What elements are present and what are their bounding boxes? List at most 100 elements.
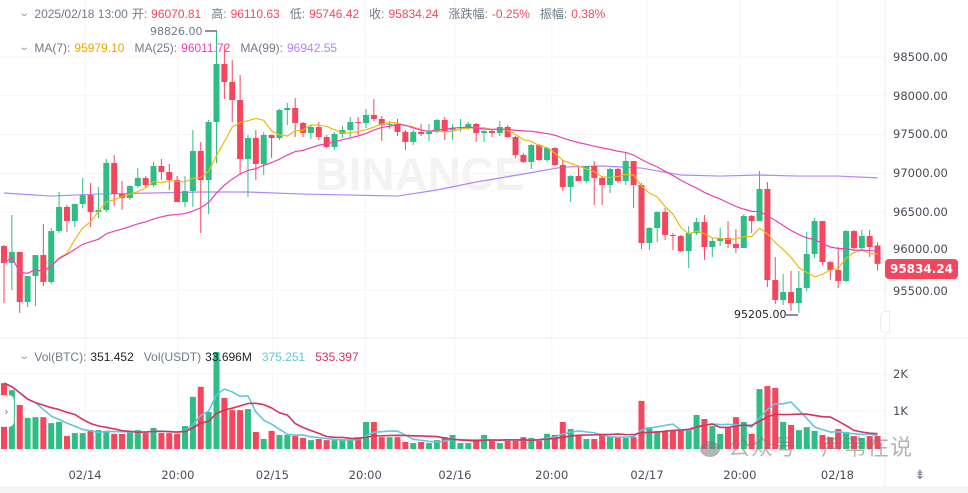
candle-body — [544, 148, 551, 160]
candle-body — [300, 122, 307, 133]
overlay-watermark-text: 公众号 · 芦苇在说 — [728, 436, 913, 461]
candle-body — [669, 235, 676, 237]
candle-body — [622, 160, 629, 182]
volume-bar — [103, 430, 110, 449]
candle-body — [418, 131, 425, 134]
volume-bar — [95, 430, 102, 449]
candle-body — [850, 231, 857, 249]
candle-body — [449, 128, 456, 131]
expand-chevron-button[interactable]: › — [0, 395, 14, 427]
candle-body — [795, 288, 802, 304]
volume-bar — [79, 433, 86, 449]
volume-bar — [16, 404, 23, 449]
side-tab[interactable] — [880, 311, 890, 333]
volume-bar — [284, 434, 291, 449]
volume-bar — [32, 417, 39, 449]
volume-bar — [87, 430, 94, 449]
candle-body — [402, 131, 409, 142]
volume-bar — [378, 437, 385, 449]
volume-bar — [575, 434, 582, 449]
volume-bar — [205, 412, 212, 449]
volume-bar — [410, 443, 417, 449]
candle-body — [16, 252, 23, 303]
volume-bar — [795, 430, 802, 449]
volume-bar — [630, 437, 637, 449]
candle-body — [260, 134, 267, 165]
chevron-down-icon[interactable]: ⌄ — [18, 42, 31, 53]
wechat-icon — [700, 441, 720, 457]
volume-bar — [197, 386, 204, 449]
volume-bar — [599, 433, 606, 449]
volume-bar — [213, 352, 220, 449]
bottom-strip — [0, 486, 968, 493]
volume-bar — [780, 421, 787, 449]
ma7-line — [3, 117, 878, 278]
low-label: 低: — [289, 7, 306, 21]
candle-body — [126, 186, 133, 198]
candle-body — [717, 238, 724, 241]
volume-bar — [606, 437, 613, 449]
time-tick: 20:00 — [535, 468, 569, 482]
change-label: 涨跌幅: — [448, 7, 488, 21]
low-annotation: 95205.00 — [734, 308, 787, 321]
volume-bar — [646, 427, 653, 449]
scroll-to-latest-button[interactable]: ⇟ — [912, 468, 928, 484]
candle-body — [370, 114, 377, 120]
ma-legend: ⌄ MA(7): 95979.10 MA(25): 96011.72 MA(99… — [18, 41, 347, 55]
volume-bar — [237, 410, 244, 449]
binance-watermark: BINANCE — [315, 148, 525, 200]
volume-bar — [457, 443, 464, 449]
candle-body — [638, 185, 645, 244]
volume-bar — [394, 437, 401, 449]
volume-bar — [709, 426, 716, 449]
candle-body — [732, 244, 739, 249]
volume-bar — [347, 440, 354, 449]
candle-body — [355, 122, 362, 124]
candle-body — [740, 216, 747, 249]
volume-bar — [418, 441, 425, 449]
chevron-down-icon[interactable]: ⌄ — [18, 8, 31, 19]
candle-body — [394, 123, 401, 132]
candle-body — [189, 150, 196, 192]
candle-body — [331, 133, 338, 148]
candle-body — [504, 126, 511, 138]
candle-body — [858, 236, 865, 249]
candle-body — [433, 120, 440, 132]
candle-body — [134, 177, 141, 187]
open-value: 96070.81 — [151, 7, 202, 21]
ma7-label: MA(7): — [34, 41, 71, 55]
volume-bar — [315, 439, 322, 449]
candle-body — [646, 228, 653, 244]
volume-bar — [701, 419, 708, 449]
volume-ma-lines — [3, 382, 878, 443]
volume-bar — [221, 397, 228, 449]
volume-bar — [732, 417, 739, 449]
candle-body — [599, 177, 606, 186]
volume-bar — [662, 430, 669, 449]
volume-bar — [512, 440, 519, 449]
volume-bar — [111, 433, 118, 449]
volume-bar — [654, 430, 661, 449]
chevron-down-icon[interactable]: ⌄ — [18, 351, 31, 362]
low-value: 95746.42 — [309, 7, 360, 21]
volume-bar — [481, 434, 488, 449]
candle-body — [874, 245, 881, 264]
candle-body — [677, 236, 684, 251]
volume-bar — [725, 427, 732, 449]
ma25-value: 96011.72 — [181, 41, 231, 55]
candle-body — [551, 148, 558, 166]
candle-body — [780, 292, 787, 301]
volume-bar — [748, 433, 755, 449]
volume-bar — [355, 437, 362, 449]
candle-body — [363, 114, 370, 123]
vol-usdt-label: Vol(USDT) — [143, 350, 202, 364]
time-tick: 02/16 — [438, 468, 472, 482]
current-price-tag: 95834.24 — [885, 259, 958, 279]
volume-bar — [544, 433, 551, 449]
time-tick: 02/14 — [68, 468, 102, 482]
time-tick: 20:00 — [161, 468, 195, 482]
candle-body — [166, 172, 173, 180]
volume-bar — [189, 396, 196, 449]
candle-body — [481, 131, 488, 133]
